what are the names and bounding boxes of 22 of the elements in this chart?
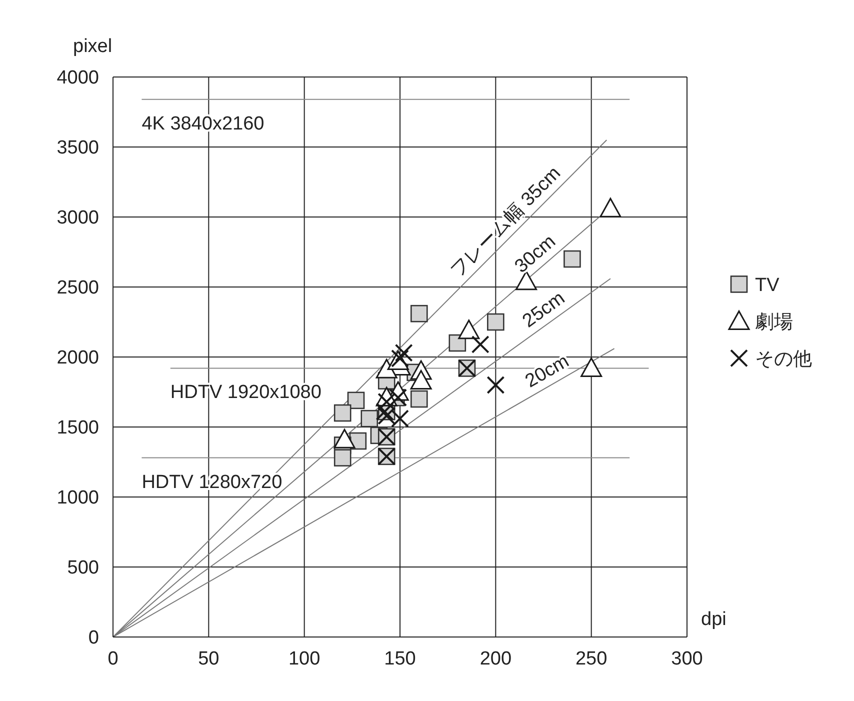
text: 20cm xyxy=(522,350,573,392)
y-axis-title: pixel xyxy=(73,36,112,57)
legend-label: その他 xyxy=(755,349,812,370)
x-axis-title: dpi xyxy=(701,609,726,630)
x-tick-label: 250 xyxy=(575,648,608,670)
legend-label: TV xyxy=(755,275,780,296)
x-tick-label: 0 xyxy=(108,648,118,670)
y-tick-label: 500 xyxy=(67,558,99,579)
y-tick-label: 2500 xyxy=(56,278,99,299)
x-tick-label: 200 xyxy=(480,648,512,670)
y-tick-label: 1500 xyxy=(56,418,99,439)
x-tick-label: 300 xyxy=(671,648,703,670)
y-tick-label: 3500 xyxy=(56,138,99,159)
legend-label: 劇場 xyxy=(755,312,793,334)
y-tick-label: 4000 xyxy=(56,68,99,89)
y-tick-label: 0 xyxy=(88,628,99,649)
y-tick-label: 1000 xyxy=(56,488,99,509)
y-tick-label: 3000 xyxy=(56,208,99,229)
x-tick-label: 50 xyxy=(198,648,220,670)
x-tick-label: 100 xyxy=(288,648,320,670)
y-tick-label: 2000 xyxy=(56,348,99,369)
x-tick-label: 150 xyxy=(384,648,416,670)
